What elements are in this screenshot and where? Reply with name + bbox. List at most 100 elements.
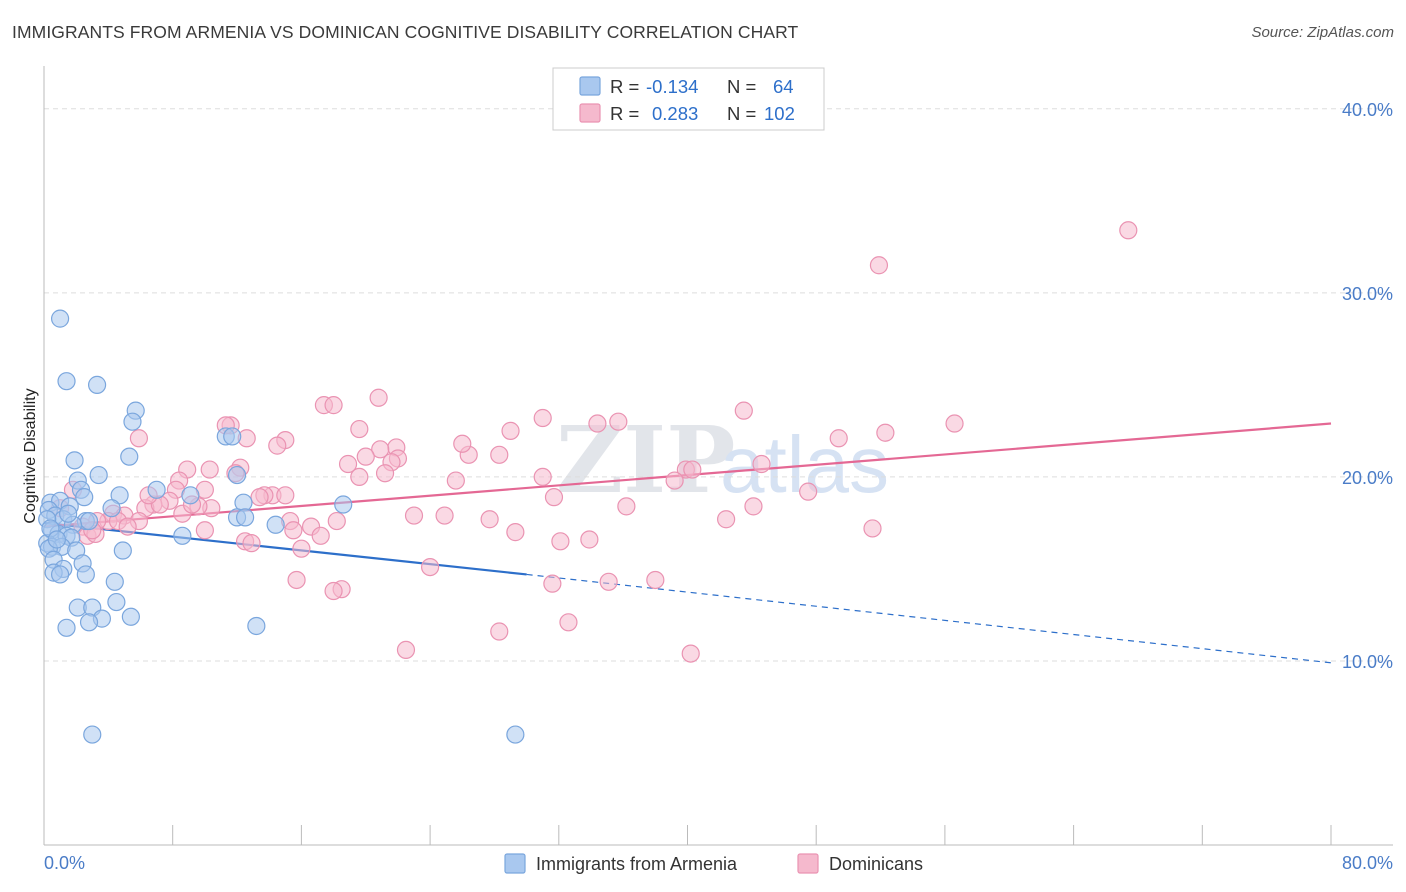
dominicans-point bbox=[369, 388, 388, 407]
armenia-point bbox=[75, 488, 94, 507]
dominicans-point bbox=[375, 464, 395, 483]
legend-swatch-armenia bbox=[579, 76, 601, 96]
dominicans-point bbox=[311, 526, 330, 545]
armenia-point bbox=[120, 447, 139, 466]
armenia-point bbox=[235, 508, 255, 527]
legend-n-value-armenia: 64 bbox=[773, 76, 794, 97]
armenia-point bbox=[121, 607, 140, 626]
dominicans-point bbox=[250, 488, 269, 507]
dominicans-point bbox=[646, 570, 665, 590]
dominicans-point bbox=[681, 644, 700, 663]
dominicans-point bbox=[490, 622, 509, 641]
armenia-point bbox=[79, 511, 99, 531]
armenia-point bbox=[59, 504, 78, 523]
armenia-point bbox=[87, 375, 107, 394]
dominicans-point bbox=[287, 570, 306, 590]
dominicans-point bbox=[501, 421, 520, 440]
dominicans-point bbox=[327, 511, 346, 531]
dominicans-point bbox=[446, 471, 465, 490]
armenia-point bbox=[173, 526, 192, 545]
watermark-zip: ZIP bbox=[556, 406, 735, 514]
armenia-point bbox=[107, 592, 126, 612]
legend-n-label-armenia: N = bbox=[727, 76, 756, 97]
armenia-point bbox=[334, 495, 353, 514]
armenia-point bbox=[50, 309, 70, 328]
dominicans-point bbox=[945, 414, 964, 433]
armenia-point bbox=[102, 499, 121, 518]
bottom-label-dominicans: Dominicans bbox=[829, 854, 923, 874]
dominicans-point bbox=[338, 454, 358, 474]
dominicans-point bbox=[876, 423, 895, 442]
dominicans-point bbox=[506, 523, 525, 542]
x-tick-label: 0.0% bbox=[44, 853, 85, 873]
dominicans-point bbox=[490, 445, 509, 464]
y-tick-label: 30.0% bbox=[1342, 284, 1393, 304]
y-tick-label: 10.0% bbox=[1342, 652, 1393, 672]
armenia-point bbox=[110, 486, 129, 505]
armenia-point bbox=[227, 465, 247, 485]
armenia-point bbox=[181, 486, 200, 505]
armenia-point bbox=[247, 616, 266, 636]
watermark: ZIP atlas bbox=[556, 406, 889, 514]
dominicans-point bbox=[129, 429, 149, 448]
armenia-point bbox=[57, 618, 76, 637]
legend-r-value-dominicans: 0.283 bbox=[652, 103, 698, 124]
dominicans-point bbox=[276, 486, 295, 505]
dominicans-point bbox=[717, 510, 736, 529]
dominicans-point bbox=[356, 447, 375, 466]
dominicans-point bbox=[242, 534, 261, 553]
x-tick-label: 80.0% bbox=[1342, 853, 1393, 873]
dominicans-point bbox=[734, 401, 753, 420]
dominicans-point bbox=[617, 497, 636, 516]
armenia-points bbox=[38, 309, 525, 744]
dominicans-point bbox=[869, 256, 889, 275]
bottom-swatch-armenia bbox=[504, 853, 526, 874]
legend-r-value-armenia: -0.134 bbox=[646, 76, 698, 97]
dominicans-point bbox=[284, 521, 303, 540]
dominicans-point bbox=[421, 557, 440, 577]
armenia-point bbox=[105, 572, 124, 591]
dominicans-point bbox=[396, 640, 416, 660]
dominicans-point bbox=[324, 581, 343, 601]
armenia-point bbox=[79, 613, 99, 632]
dominicans-point bbox=[200, 460, 219, 479]
armenia-point bbox=[47, 530, 66, 549]
armenia-point bbox=[76, 565, 95, 584]
dominicans-point bbox=[350, 419, 369, 439]
dominicans-point bbox=[435, 506, 454, 525]
y-tick-label: 20.0% bbox=[1342, 468, 1393, 488]
dominicans-point bbox=[752, 454, 771, 474]
armenia-point bbox=[266, 515, 285, 534]
legend-n-label-dominicans: N = bbox=[727, 103, 756, 124]
bottom-label-armenia: Immigrants from Armenia bbox=[536, 854, 738, 874]
armenia-point bbox=[506, 725, 525, 744]
dominicans-point bbox=[744, 497, 763, 516]
armenia-point bbox=[83, 725, 102, 744]
series-legend: Immigrants from Armenia Dominicans bbox=[504, 853, 923, 874]
dominicans-point bbox=[829, 429, 848, 448]
chart-title: IMMIGRANTS FROM ARMENIA VS DOMINICAN COG… bbox=[12, 22, 799, 42]
y-axis-label: Cognitive Disability bbox=[22, 388, 39, 523]
dominicans-point bbox=[665, 471, 684, 490]
dominicans-point bbox=[544, 488, 564, 507]
armenia-trend-extension bbox=[526, 573, 1332, 664]
dominicans-point bbox=[580, 530, 599, 549]
grid-lines bbox=[44, 108, 1393, 662]
dominicans-point bbox=[350, 467, 369, 487]
armenia-point bbox=[147, 480, 166, 499]
bottom-swatch-dominicans bbox=[797, 853, 819, 874]
dominicans-point bbox=[799, 482, 818, 501]
dominicans-point bbox=[863, 519, 882, 538]
dominicans-point bbox=[480, 510, 499, 529]
source-credit: Source: ZipAtlas.com bbox=[1251, 24, 1394, 41]
dominicans-point bbox=[533, 467, 552, 487]
dominicans-point bbox=[268, 436, 287, 455]
armenia-point bbox=[123, 412, 142, 431]
dominicans-point bbox=[599, 572, 618, 591]
dominicans-point bbox=[371, 440, 390, 459]
dominicans-point bbox=[551, 532, 570, 551]
armenia-point bbox=[57, 372, 76, 391]
legend-r-label-armenia: R = bbox=[610, 76, 639, 97]
armenia-point bbox=[50, 565, 70, 584]
